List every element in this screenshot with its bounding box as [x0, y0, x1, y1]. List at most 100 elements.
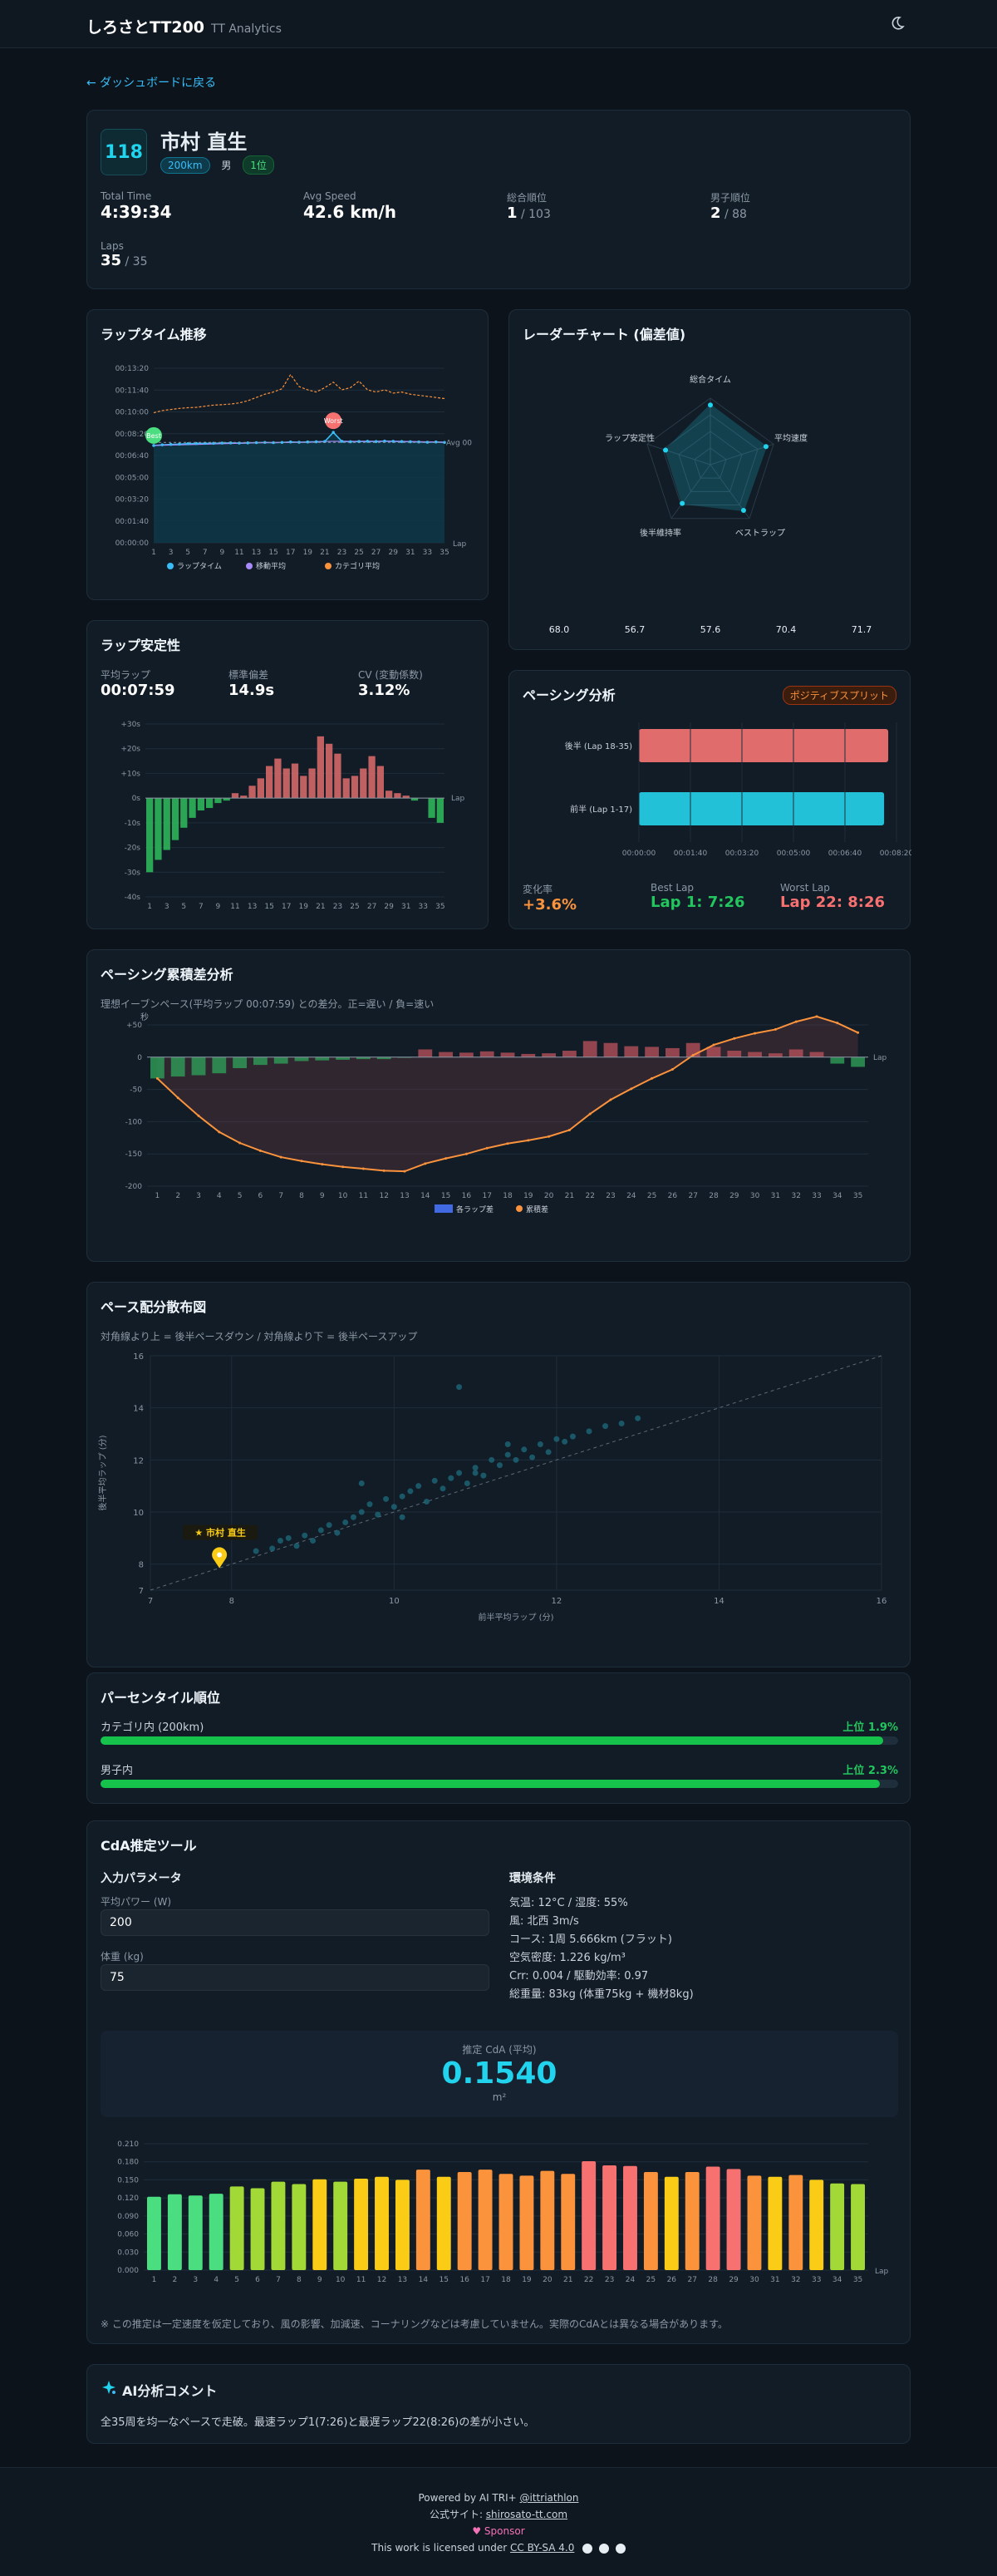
x-tick-label: 3 — [165, 903, 169, 911]
x-tick-label: 33 — [423, 549, 432, 557]
y-tick-label: -40s — [125, 894, 141, 902]
y-tick-label: 8 — [139, 1561, 144, 1570]
stability-bar — [342, 778, 350, 799]
lap-point — [288, 440, 292, 444]
x-axis-label: Lap — [873, 1054, 887, 1062]
x-tick-label: 12 — [377, 2276, 386, 2284]
x-tick-label: 13 — [252, 549, 261, 557]
pacing-bar-label: 前半 (Lap 1-17) — [570, 804, 632, 815]
y-tick-label: 0.030 — [117, 2248, 139, 2257]
y-tick-label: 16 — [133, 1352, 144, 1362]
diff-bar — [830, 1057, 845, 1064]
cda-bar — [478, 2170, 493, 2270]
sparkle-icon — [102, 2381, 115, 2394]
env-item: 空気密度: 1.226 kg/m³ — [509, 1952, 626, 1964]
diff-bar — [273, 1057, 288, 1064]
y-tick-label: 14 — [133, 1405, 144, 1414]
x-tick-label: 9 — [320, 1192, 325, 1200]
scatter-point — [456, 1384, 463, 1391]
x-tick-label: 22 — [584, 2276, 593, 2284]
cda-bar — [167, 2194, 182, 2270]
cda-bar — [271, 2181, 286, 2270]
highlight-dot — [217, 1552, 223, 1558]
power-label: 平均パワー (W) — [101, 1896, 172, 1908]
stability-bar — [171, 798, 179, 840]
best-label: Best — [146, 432, 161, 440]
moon-icon[interactable] — [889, 15, 906, 32]
x-tick-label: 14 — [419, 2276, 429, 2284]
by-icon — [599, 2543, 610, 2554]
scatter-point — [448, 1475, 454, 1481]
ai-text: 全35周を均一なペースで走破。最速ラップ1(7:26)と最遅ラップ22(8:26… — [101, 2416, 535, 2429]
radar-value-label: 68.0 — [549, 624, 570, 635]
x-tick-label: 8 — [299, 1192, 304, 1200]
diff-bar — [562, 1051, 577, 1057]
lap-point — [340, 440, 344, 443]
site-label: 公式サイト: — [429, 2509, 486, 2520]
cda-bar — [354, 2178, 369, 2270]
stability-bar — [308, 768, 316, 799]
stability-bar — [402, 795, 410, 799]
scatter-point — [277, 1537, 283, 1544]
legend-swatch — [435, 1204, 453, 1213]
profile-card: 118 市村 直生 200km 男 1位 Total Time 4:39:34 A… — [86, 110, 911, 289]
power-input[interactable]: 200 — [101, 1909, 489, 1936]
lap-point — [383, 439, 386, 443]
diff-bar — [521, 1053, 536, 1057]
y-tick-label: 00:00:00 — [115, 539, 150, 548]
x-tick-label: 11 — [234, 549, 243, 557]
diff-bar — [665, 1047, 680, 1057]
x-tick-label: 1 — [147, 903, 152, 911]
scatter-point — [342, 1519, 349, 1526]
lap-point — [152, 444, 155, 447]
diff-bar — [253, 1057, 268, 1066]
y-tick-label: 00:08:20 — [115, 431, 150, 439]
lap-point — [254, 441, 258, 445]
scatter-point — [390, 1504, 397, 1510]
y-tick-label: 0.060 — [117, 2231, 139, 2239]
brand[interactable]: しろさとTT200 TT Analytics — [86, 15, 282, 37]
y-tick-label: 00:11:40 — [115, 387, 150, 395]
diff-bar — [212, 1057, 227, 1074]
x-tick-label: 6 — [258, 1192, 263, 1200]
radar-point — [663, 447, 669, 453]
radar-value-label: 56.7 — [625, 624, 646, 635]
back-link[interactable]: ← ダッシュボードに戻る — [86, 76, 217, 90]
legend-swatch — [246, 563, 253, 569]
cda-bar — [250, 2188, 265, 2270]
site-link[interactable]: shirosato-tt.com — [485, 2509, 568, 2520]
license-link[interactable]: CC BY-SA 4.0 — [510, 2542, 575, 2554]
handle-link[interactable]: @ittriathlon — [519, 2492, 579, 2504]
cumulative-point — [300, 1160, 303, 1163]
cumulative-point — [567, 1128, 571, 1131]
x-tick-label: 29 — [729, 1192, 739, 1200]
lap-point — [220, 441, 224, 445]
cumulative-point — [548, 1135, 551, 1138]
y-tick-label: -10s — [125, 820, 141, 828]
radar-axis-label: 平均速度 — [774, 432, 808, 443]
stability-bar — [214, 798, 222, 804]
cumulative-point — [155, 1076, 159, 1080]
diff-bar — [706, 1047, 721, 1057]
stability-bar — [266, 766, 273, 799]
weight-input[interactable]: 75 — [101, 1964, 489, 1991]
legend-swatch — [167, 563, 174, 569]
scatter-point — [285, 1534, 292, 1541]
scatter-point — [383, 1495, 390, 1502]
cda-bar — [582, 2160, 597, 2270]
y-tick-label: 10 — [133, 1509, 144, 1518]
x-tick-label: 29 — [384, 903, 394, 911]
lap-point — [332, 431, 335, 434]
cumulative-point — [712, 1043, 715, 1047]
cumulative-point — [361, 1167, 365, 1170]
x-tick-label: 5 — [238, 1192, 243, 1200]
stability-bar — [410, 798, 419, 801]
lap-point — [434, 440, 438, 444]
x-tick-label: 29 — [389, 549, 399, 557]
x-tick-label: 7 — [278, 1192, 283, 1200]
legend-label: 各ラップ差 — [456, 1204, 494, 1214]
stat-best-lap: Best Lap Lap 1: 7:26 — [651, 882, 745, 911]
sponsor-link[interactable]: ♥ Sponsor — [472, 2525, 525, 2537]
x-tick-label: 25 — [354, 549, 363, 557]
